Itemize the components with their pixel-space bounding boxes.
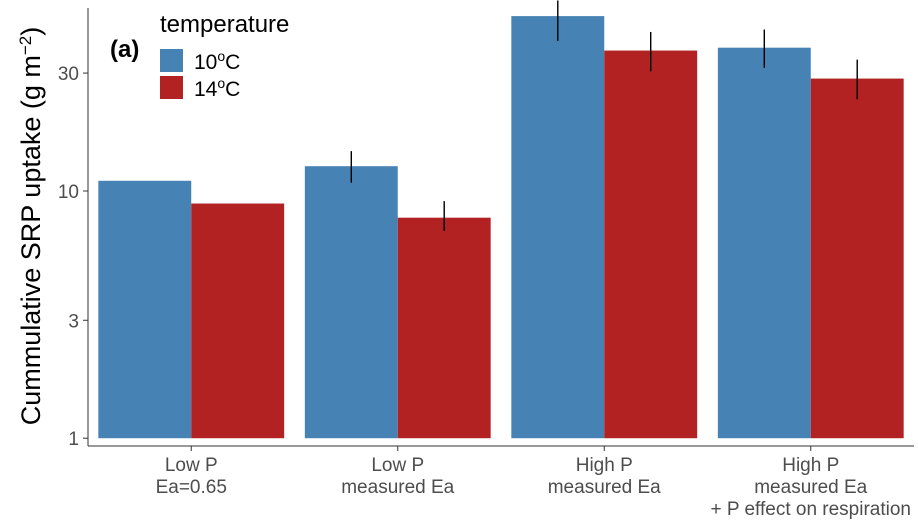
legend-label-10c: 10oC [194, 48, 240, 74]
legend-label-14c-base: 14 [194, 78, 218, 101]
x-tick-label-line: High P [782, 455, 839, 476]
y-axis-title-main: Cummulative SRP uptake (g m [16, 55, 46, 425]
x-tick-label-line: High P [576, 455, 633, 476]
legend-label-10c-unit: C [225, 51, 240, 74]
x-tick-label-line: measured Ea [754, 477, 867, 498]
plot-area [98, 0, 904, 439]
legend-label-14c-unit: C [225, 78, 240, 101]
legend-label-10c-sup: o [217, 48, 225, 64]
x-tick-label-line: Low P [165, 455, 218, 476]
legend: temperature 10oC 14oC [160, 11, 289, 101]
bar [604, 50, 698, 439]
y-tick-label: 1 [68, 429, 79, 450]
x-tick-label-line: Low P [371, 455, 424, 476]
x-tick-label-line: Ea=0.65 [156, 477, 227, 498]
y-tick-label: 3 [68, 311, 79, 332]
y-axis-title-close: ) [16, 27, 46, 36]
y-axis-title-sup: −2 [16, 36, 35, 55]
legend-swatch-14c [160, 76, 183, 99]
bar [98, 180, 192, 439]
y-axis-title: Cummulative SRP uptake (g m−2) [16, 27, 47, 426]
bar [511, 16, 605, 439]
x-tick-label-line: + P effect on respiration [710, 499, 911, 520]
x-tick-label-line: measured Ea [548, 477, 661, 498]
legend-swatch-10c [160, 49, 183, 72]
legend-label-10c-base: 10 [194, 51, 217, 74]
legend-title: temperature [160, 11, 289, 38]
y-tick-label: 10 [58, 182, 79, 203]
y-tick-label: 30 [58, 64, 79, 85]
x-tick-label-line: measured Ea [341, 477, 454, 498]
bar [810, 78, 904, 439]
bar [304, 166, 398, 439]
y-axis-ticks: 1 3 10 30 [58, 64, 88, 450]
legend-label-14c: 14oC [194, 75, 240, 101]
bar [717, 47, 811, 439]
x-tick-label: Low P Ea=0.65 [156, 455, 227, 498]
bar [191, 203, 285, 439]
panel-label: (a) [110, 36, 139, 63]
legend-label-14c-sup: o [217, 75, 225, 91]
bar [397, 217, 491, 439]
